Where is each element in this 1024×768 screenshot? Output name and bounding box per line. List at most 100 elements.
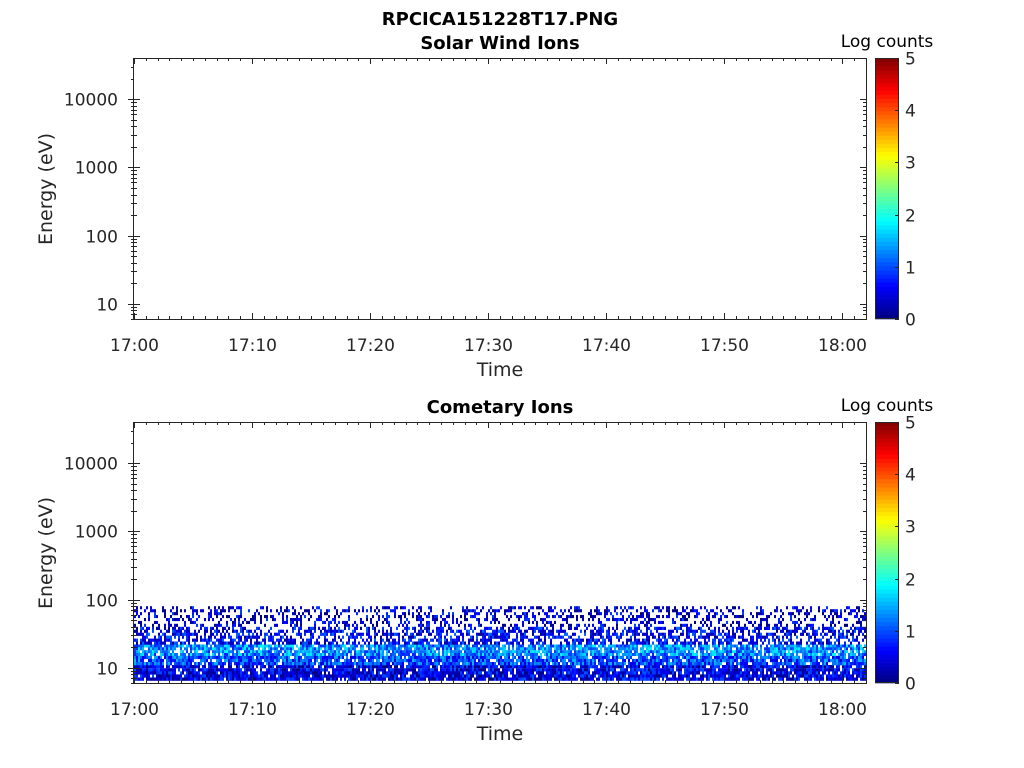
heatmap-cell <box>858 655 860 660</box>
heatmap-cell <box>594 668 596 672</box>
heatmap-cell <box>172 626 174 630</box>
heatmap-cell <box>404 677 406 681</box>
heatmap-cell <box>386 647 388 651</box>
heatmap-cell <box>508 641 510 645</box>
heatmap-cell <box>214 671 216 675</box>
heatmap-cell <box>544 635 546 639</box>
heatmap-cell <box>504 668 506 672</box>
heatmap-cell <box>712 662 714 666</box>
heatmap-cell <box>522 638 524 642</box>
heatmap-cell <box>146 665 148 669</box>
colorbar-swatch <box>875 98 899 104</box>
heatmap-cell <box>250 674 252 678</box>
heatmap-cell <box>436 658 438 663</box>
heatmap-cell <box>824 653 826 656</box>
heatmap-cell <box>852 671 854 675</box>
heatmap-cell <box>240 655 242 660</box>
heatmap-cell <box>160 677 162 681</box>
heatmap-cell <box>308 662 310 666</box>
heatmap-cell <box>710 658 712 663</box>
heatmap-cell <box>168 644 170 648</box>
heatmap-cell <box>160 638 162 642</box>
heatmap-cell <box>178 638 180 642</box>
heatmap-cell <box>586 641 588 645</box>
heatmap-cell <box>354 650 356 654</box>
heatmap-cell <box>430 658 432 663</box>
heatmap-cell <box>804 658 806 663</box>
heatmap-cell <box>508 650 510 654</box>
heatmap-cell <box>492 647 494 651</box>
heatmap-cell <box>306 647 308 651</box>
heatmap-cell <box>524 662 526 666</box>
heatmap-cell <box>386 632 388 636</box>
heatmap-cell <box>710 668 712 672</box>
heatmap-cell <box>360 653 362 656</box>
heatmap-cell <box>534 677 536 681</box>
heatmap-cell <box>504 632 506 636</box>
heatmap-cell <box>230 638 232 642</box>
heatmap-cell <box>538 658 540 663</box>
heatmap-cell <box>310 629 312 633</box>
heatmap-cell <box>568 674 570 678</box>
heatmap-cell <box>586 677 588 681</box>
heatmap-cell <box>808 671 810 675</box>
heatmap-cell <box>548 658 550 663</box>
heatmap-cell <box>170 671 172 675</box>
heatmap-cell <box>146 674 148 678</box>
heatmap-cell <box>424 668 426 672</box>
heatmap-cell <box>382 650 384 654</box>
heatmap-cell <box>556 653 558 656</box>
heatmap-cell <box>332 629 334 633</box>
heatmap-cell <box>446 644 448 648</box>
heatmap-cell <box>204 665 206 669</box>
heatmap-cell <box>698 677 700 681</box>
heatmap-cell <box>368 632 370 636</box>
heatmap-cell <box>208 647 210 651</box>
heatmap-cell <box>798 677 800 681</box>
heatmap-cell <box>392 653 394 656</box>
heatmap-cell <box>612 671 614 675</box>
heatmap-cell <box>384 665 386 669</box>
heatmap-cell <box>860 665 862 669</box>
heatmap-cell <box>246 655 248 660</box>
heatmap-cell <box>728 653 730 656</box>
heatmap-cell <box>592 629 594 633</box>
heatmap-cell <box>724 658 726 663</box>
heatmap-cell <box>676 658 678 663</box>
heatmap-cell <box>782 674 784 678</box>
heatmap-cell <box>788 665 790 669</box>
heatmap-cell <box>302 668 304 672</box>
heatmap-cell <box>848 658 850 663</box>
heatmap-cell <box>628 665 630 669</box>
heatmap-cell <box>612 658 614 663</box>
heatmap-cell <box>836 662 838 666</box>
heatmap-cell <box>670 647 672 651</box>
heatmap-cell <box>674 677 676 681</box>
heatmap-cell <box>722 653 724 656</box>
heatmap-cell <box>592 653 594 656</box>
heatmap-cell <box>570 647 572 651</box>
heatmap-cell <box>284 662 286 666</box>
heatmap-cell <box>490 674 492 678</box>
heatmap-cell <box>744 665 746 669</box>
heatmap-cell <box>470 635 472 639</box>
heatmap-cell <box>446 638 448 642</box>
heatmap-cell <box>446 658 448 663</box>
heatmap-cell <box>702 644 704 648</box>
heatmap-cell <box>598 629 600 633</box>
heatmap-cell <box>226 677 228 681</box>
heatmap-cell <box>532 629 534 633</box>
heatmap-cell <box>530 662 532 666</box>
heatmap-cell <box>402 677 404 681</box>
heatmap-cell <box>554 677 556 681</box>
heatmap-cell <box>372 668 374 672</box>
heatmap-cell <box>524 647 526 651</box>
heatmap-cell <box>232 626 234 630</box>
heatmap-cell <box>452 674 454 678</box>
heatmap-cell <box>524 635 526 639</box>
heatmap-cell <box>314 671 316 675</box>
heatmap-cell <box>372 655 374 660</box>
heatmap-cell <box>382 653 384 656</box>
heatmap-cell <box>338 647 340 651</box>
heatmap-cell <box>202 671 204 675</box>
